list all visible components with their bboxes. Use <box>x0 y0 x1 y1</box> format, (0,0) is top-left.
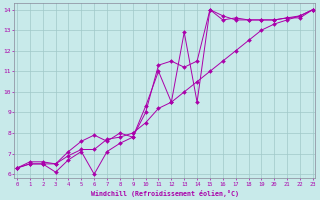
X-axis label: Windchill (Refroidissement éolien,°C): Windchill (Refroidissement éolien,°C) <box>91 190 239 197</box>
